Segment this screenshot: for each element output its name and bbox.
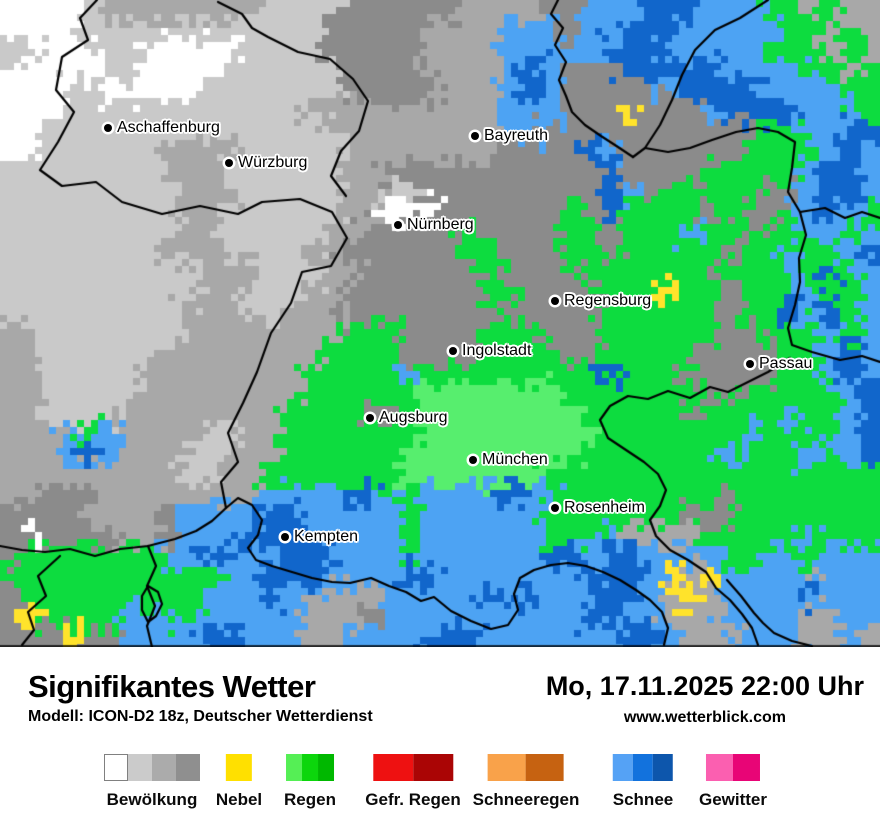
city-label: Bayreuth xyxy=(484,127,549,144)
legend-swatch xyxy=(733,754,760,781)
city-label: Nürnberg xyxy=(407,216,474,233)
legend-group-schnee: Schnee xyxy=(613,754,673,810)
model-info: Modell: ICON-D2 18z, Deutscher Wetterdie… xyxy=(28,708,373,725)
forecast-datetime: Mo, 17.11.2025 22:00 Uhr xyxy=(545,671,864,701)
legend-label: Schneeregen xyxy=(472,790,580,809)
legend-swatch xyxy=(372,754,413,781)
city-dot xyxy=(746,360,754,368)
city-label: Kempten xyxy=(294,528,359,545)
legend-swatch xyxy=(612,754,633,781)
city-label: Würzburg xyxy=(238,154,308,171)
legend-swatches xyxy=(699,754,767,781)
legend-swatches xyxy=(473,754,580,781)
legend-swatch xyxy=(104,754,128,781)
website-url: www.wetterblick.com xyxy=(623,709,786,726)
legend-swatch xyxy=(225,754,252,781)
legend-swatch xyxy=(652,754,673,781)
city-label: Aschaffenburg xyxy=(117,119,220,136)
legend-group-nebel: Nebel xyxy=(216,754,262,810)
legend-swatch xyxy=(286,754,302,781)
legend-label: Regen xyxy=(284,790,336,809)
legend-swatch xyxy=(706,754,733,781)
city-label: Rosenheim xyxy=(564,499,645,516)
city-label: Passau xyxy=(759,355,813,372)
city-dot xyxy=(394,221,402,229)
legend-swatch xyxy=(128,754,152,781)
legend-swatches xyxy=(365,754,460,781)
legend-swatch xyxy=(318,754,334,781)
city-dot xyxy=(366,414,374,422)
legend-swatch xyxy=(412,754,453,781)
legend-swatch xyxy=(525,754,564,781)
city-dot xyxy=(104,124,112,132)
legend-swatch xyxy=(487,754,526,781)
legend-swatch xyxy=(632,754,653,781)
map: Aschaffenburg Würzburg Bayreuth Nürnberg Reg… xyxy=(0,0,880,647)
legend-swatch xyxy=(302,754,318,781)
city-label: Ingolstadt xyxy=(462,342,532,359)
footer-right: Mo, 17.11.2025 22:00 Uhr www.wetterblick… xyxy=(546,671,864,727)
city-dot xyxy=(281,533,289,541)
city-dot xyxy=(551,297,559,305)
legend-group-regen: Regen xyxy=(284,754,336,810)
legend-label: Nebel xyxy=(215,790,263,809)
legend-label: Bewölkung xyxy=(106,790,198,809)
page-title: Signifikantes Wetter xyxy=(28,669,316,704)
city-label: Regensburg xyxy=(564,292,652,309)
legend-swatches xyxy=(104,754,200,781)
city-dot xyxy=(449,347,457,355)
city-dot xyxy=(551,504,559,512)
footer: Signifikantes Wetter Modell: ICON-D2 18z… xyxy=(0,647,880,830)
legend-swatches xyxy=(216,754,262,781)
legend-label: Schnee xyxy=(612,790,674,809)
city-label: Augsburg xyxy=(379,409,448,426)
city-dot xyxy=(225,159,233,167)
legend-group-bew-lkung: Bewölkung xyxy=(104,754,200,810)
legend-swatches xyxy=(284,754,336,781)
city-label: München xyxy=(482,451,548,468)
city-dot xyxy=(469,456,477,464)
weather-map-canvas xyxy=(0,0,880,647)
legend-label: Gefr. Regen xyxy=(365,790,461,809)
legend-swatches xyxy=(612,754,673,781)
legend-group-schneeregen: Schneeregen xyxy=(472,754,580,810)
legend-group-gefr-regen: Gefr. Regen xyxy=(365,754,461,810)
legend-swatch xyxy=(176,754,200,781)
legend-label: Gewitter xyxy=(698,790,768,809)
legend-group-gewitter: Gewitter xyxy=(699,754,767,810)
city-dot xyxy=(471,132,479,140)
legend-swatch xyxy=(152,754,176,781)
